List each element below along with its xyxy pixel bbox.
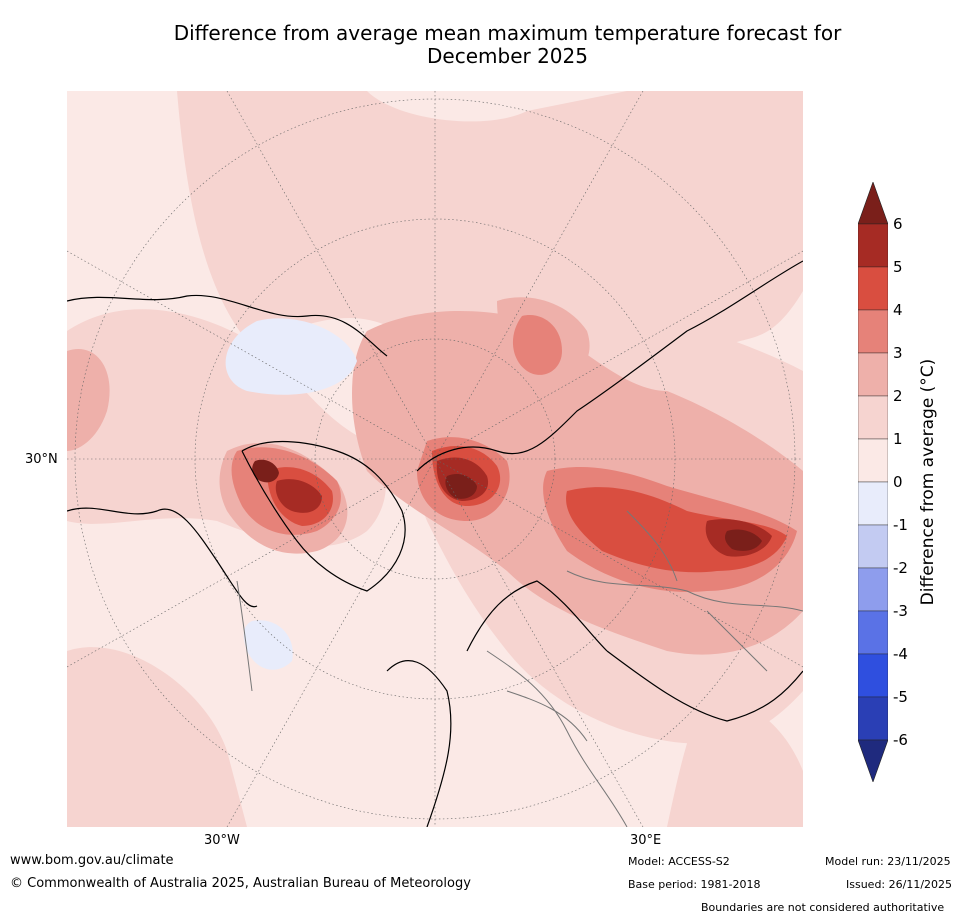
map-plot-area[interactable]	[67, 91, 803, 827]
title-line-2: December 2025	[427, 44, 588, 68]
colorbar-tick-label: -6	[893, 731, 908, 749]
anomaly-2-3-alaska	[67, 349, 110, 451]
lon-label-30e: 30°E	[630, 833, 662, 848]
footer-boundaries-note: Boundaries are not considered authoritat…	[701, 901, 945, 914]
lat-label-30n: 30°N	[25, 452, 58, 467]
anomaly-over-6-baffin	[252, 459, 279, 483]
colorbar-swatch	[858, 438, 888, 483]
footer-issued: Issued: 26/11/2025	[846, 878, 953, 891]
colorbar-tick-label: 5	[893, 258, 903, 276]
colorbar-tick-label: 6	[893, 215, 903, 233]
colorbar-tick-label: 2	[893, 387, 903, 405]
colorbar-tick-label: -4	[893, 645, 908, 663]
footer-model: Model: ACCESS-S2	[628, 855, 730, 868]
colorbar-tick-label: 1	[893, 430, 903, 448]
footer-url[interactable]: www.bom.gov.au/climate	[10, 853, 174, 868]
anomaly-1-2-southeast	[667, 691, 803, 827]
colorbar-tick-label: -5	[893, 688, 908, 706]
footer-copyright: © Commonwealth of Australia 2025, Austra…	[10, 876, 471, 891]
colorbar-swatch	[858, 696, 888, 741]
anomaly-over-6-mongolia	[724, 529, 762, 551]
colorbar-swatch	[858, 610, 888, 655]
colorbar-swatch	[858, 567, 888, 612]
map-title: Difference from average mean maximum tem…	[0, 22, 965, 68]
colorbar-swatch	[858, 309, 888, 354]
anomaly-5-6-baffin	[275, 479, 322, 513]
colorbar-tick-label: 4	[893, 301, 903, 319]
anomaly-cool-atlantic	[243, 620, 293, 670]
colorbar-label: Difference from average (°C)	[918, 358, 938, 606]
colorbar-swatch	[858, 481, 888, 526]
anomaly-over-6-svalbard	[445, 474, 477, 499]
country-borders	[236, 510, 803, 827]
title-line-1: Difference from average mean maximum tem…	[173, 21, 842, 45]
graticule	[67, 91, 803, 827]
anomaly-3-4-yakutia	[512, 315, 562, 375]
anomaly-1-2-atlantic	[67, 647, 247, 827]
colorbar-tick-label: -1	[893, 516, 908, 534]
lon-label-30w: 30°W	[204, 833, 240, 848]
footer-base-period: Base period: 1981-2018	[628, 878, 761, 891]
anomaly-cool-canada	[225, 318, 357, 395]
colorbar-swatch	[858, 352, 888, 397]
colorbar-tick-label: -2	[893, 559, 908, 577]
footer-model-run: Model run: 23/11/2025	[825, 855, 951, 868]
colorbar-swatch	[858, 395, 888, 440]
colorbar-swatch	[858, 524, 888, 569]
colorbar-tick-label: 0	[893, 473, 903, 491]
colorbar-extend-min	[858, 739, 888, 782]
colorbar-extend-max	[858, 182, 888, 225]
map-svg	[67, 91, 803, 827]
colorbar	[858, 182, 888, 782]
colorbar-swatches	[858, 182, 888, 782]
colorbar-tick-label: 3	[893, 344, 903, 362]
colorbar-swatch	[858, 266, 888, 311]
colorbar-swatch	[858, 653, 888, 698]
colorbar-swatch	[858, 223, 888, 268]
colorbar-tick-label: -3	[893, 602, 908, 620]
